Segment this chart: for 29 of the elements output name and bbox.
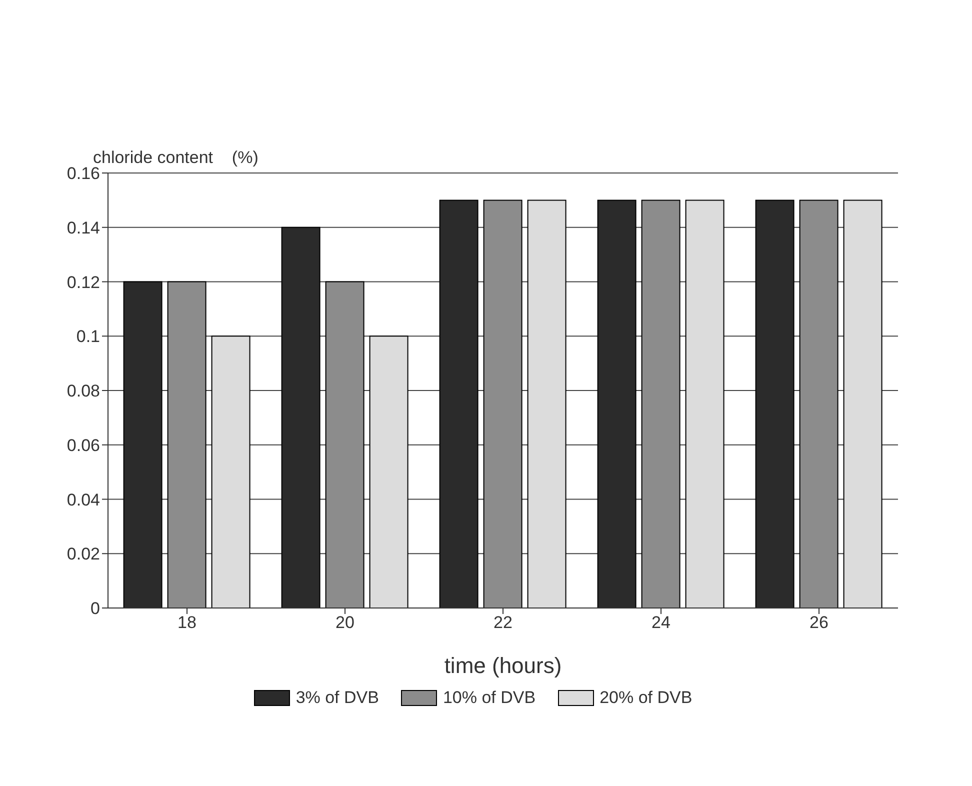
y-tick-label: 0.02 (66, 544, 100, 564)
bar (369, 336, 408, 608)
x-tick-label: 26 (810, 613, 828, 632)
bar (685, 200, 724, 608)
x-tick-label: 18 (178, 613, 196, 632)
bar (483, 200, 522, 608)
y-tick-label: 0.1 (76, 327, 100, 346)
bar (325, 281, 364, 608)
legend-label: 10% of DVB (442, 688, 536, 708)
y-tick-label: 0.16 (66, 164, 100, 184)
y-tick-label: 0.14 (66, 218, 100, 238)
bar (167, 281, 206, 608)
bar (527, 200, 566, 608)
legend-label: 20% of DVB (600, 688, 692, 708)
x-tick-label: 22 (494, 613, 512, 632)
y-tick-label: 0.06 (66, 436, 100, 455)
y-tick-label: 0 (90, 599, 100, 618)
y-tick-label: 0.04 (66, 490, 100, 510)
bar (211, 336, 250, 608)
bar (799, 200, 838, 608)
y-tick-label: 0.12 (66, 272, 100, 292)
x-tick-label: 24 (652, 613, 670, 632)
bar (843, 200, 882, 608)
legend-label: 3% of DVB (296, 688, 379, 708)
y-tick-label: 0.08 (66, 382, 100, 401)
bar (641, 200, 680, 608)
x-tick-label: 20 (336, 613, 354, 632)
x-axis-title: time (hours) (444, 653, 562, 678)
y-axis-title: chloride content (%) (93, 148, 258, 167)
